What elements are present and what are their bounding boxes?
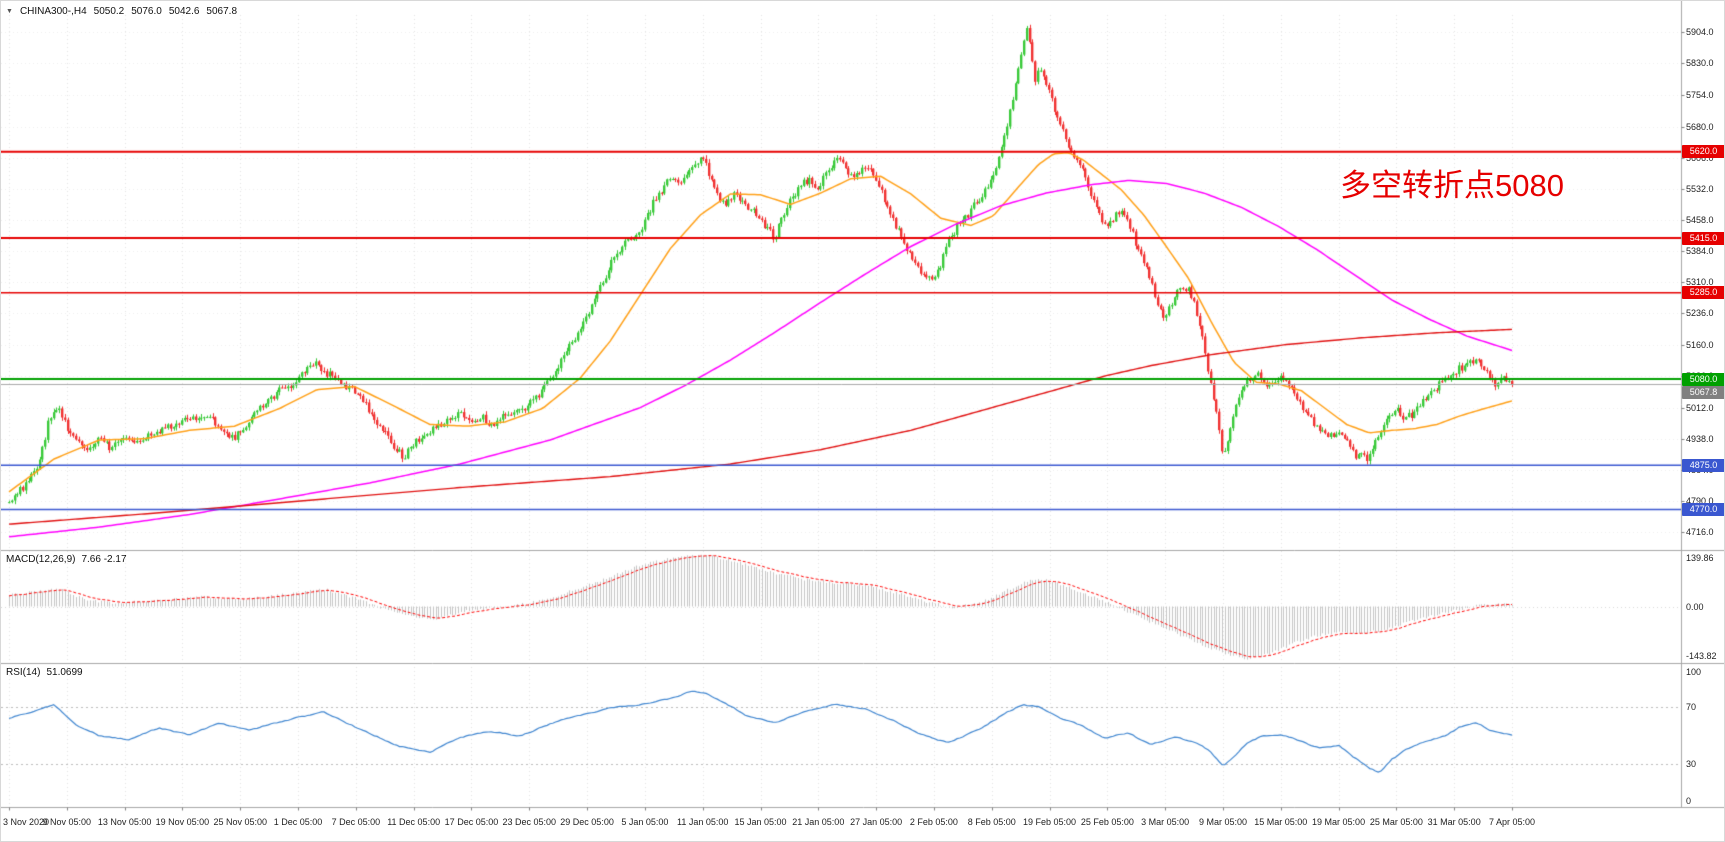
annotation-text[interactable]: 多空转折点5080: [1340, 168, 1564, 203]
rsi-value: 51.0699: [46, 667, 83, 678]
macd-indicator-label: MACD(12,26,9) 7.66 -2.17: [6, 554, 127, 565]
rsi-name: RSI(14): [6, 667, 41, 678]
ohlc-low: 5042.6: [168, 6, 200, 17]
rsi-indicator-label: RSI(14) 51.0699: [6, 667, 83, 678]
collapse-triangle-icon[interactable]: ▼: [6, 7, 13, 15]
macd-values: 7.66 -2.17: [81, 554, 127, 565]
symbol-period-label: CHINA300-,H4: [19, 6, 87, 17]
ohlc-close: 5067.8: [206, 6, 238, 17]
ohlc-open: 5050.2: [93, 6, 125, 17]
symbol-info: ▼ CHINA300-,H4 5050.2 5076.0 5042.6 5067…: [6, 6, 237, 17]
ohlc-high: 5076.0: [131, 6, 162, 17]
macd-name: MACD(12,26,9): [6, 554, 76, 565]
